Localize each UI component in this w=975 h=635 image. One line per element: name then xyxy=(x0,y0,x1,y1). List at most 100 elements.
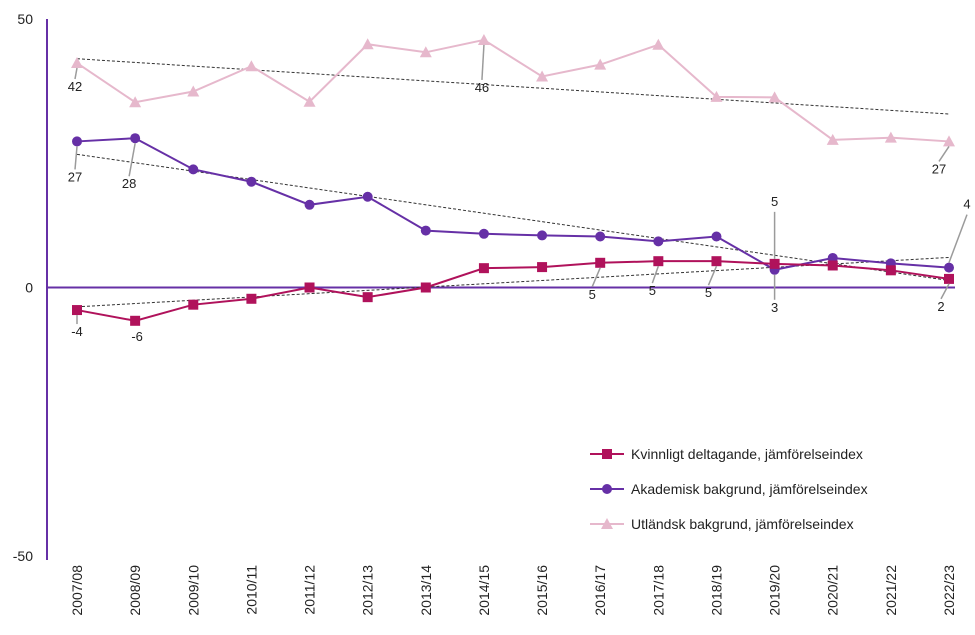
series-line xyxy=(76,38,950,143)
label-leader-line xyxy=(707,265,718,286)
data-point xyxy=(711,256,722,267)
data-point xyxy=(130,133,141,144)
data-label: 28 xyxy=(122,176,136,191)
series-line xyxy=(76,260,950,322)
data-point xyxy=(72,305,82,316)
data-point xyxy=(188,299,199,310)
y-tick-label: 0 xyxy=(25,280,33,296)
data-point xyxy=(478,263,489,274)
data-point xyxy=(944,273,954,284)
data-label: -4 xyxy=(71,324,83,339)
data-point xyxy=(304,282,315,293)
data-point xyxy=(536,70,549,82)
label-leader-line xyxy=(74,67,78,80)
legend-marker xyxy=(602,449,612,459)
data-point xyxy=(477,33,490,45)
label-leader-line xyxy=(128,143,136,177)
legend-label: Kvinnligt deltagande, jämförelseindex xyxy=(631,446,863,462)
data-point xyxy=(420,282,431,293)
x-tick-label: 2011/12 xyxy=(302,565,318,615)
data-label: 27 xyxy=(932,161,946,176)
data-label: 2 xyxy=(937,299,944,314)
data-label: 27 xyxy=(68,169,82,184)
data-point xyxy=(652,38,665,50)
x-tick-label: 2021/22 xyxy=(883,565,899,616)
x-tick-label: 2008/09 xyxy=(127,565,143,616)
x-tick-label: 2022/23 xyxy=(941,565,957,616)
x-tick-label: 2013/14 xyxy=(418,565,434,616)
series-lines xyxy=(71,33,955,326)
data-label: 42 xyxy=(68,79,82,94)
data-labels: 42 46 27 27 28 3 4 -4 -6 5 5 5 5 2 xyxy=(68,44,971,344)
label-leader-line xyxy=(940,283,950,300)
data-point xyxy=(129,96,142,108)
data-point xyxy=(246,293,257,304)
legend-marker xyxy=(602,484,612,494)
x-tick-label: 2009/10 xyxy=(185,565,201,616)
data-point xyxy=(653,236,664,247)
data-point xyxy=(537,262,548,273)
x-tick-label: 2016/17 xyxy=(592,565,608,616)
data-label: 5 xyxy=(705,285,712,300)
data-point xyxy=(827,260,838,271)
data-point xyxy=(537,230,548,241)
data-point xyxy=(188,164,199,175)
legend-marker xyxy=(601,518,613,529)
legend-label: Akademisk bakgrund, jämförelseindex xyxy=(631,481,868,497)
data-point xyxy=(711,231,722,242)
label-leader-line xyxy=(938,146,950,162)
data-label: 46 xyxy=(475,80,489,95)
data-point xyxy=(826,133,839,145)
data-point xyxy=(595,257,606,268)
data-point xyxy=(943,135,955,147)
data-point xyxy=(362,191,373,202)
data-point xyxy=(420,225,431,236)
data-point xyxy=(71,57,83,69)
x-tick-label: 2010/11 xyxy=(243,565,259,615)
data-label: 5 xyxy=(589,287,596,302)
x-tick-label: 2020/21 xyxy=(825,565,841,616)
data-point xyxy=(361,38,374,50)
x-tick-label: 2018/19 xyxy=(708,565,724,616)
x-tick-label: 2007/08 xyxy=(69,565,85,616)
label-leader-line xyxy=(591,267,601,288)
legend: Kvinnligt deltagande, jämförelseindex Aka… xyxy=(590,446,868,532)
axes: 50 0 -50 2007/08 2008/09 2009/10 2010/11 2011/1… xyxy=(13,11,957,616)
data-point xyxy=(362,292,373,303)
data-point xyxy=(594,58,607,70)
data-label: -6 xyxy=(131,329,143,344)
label-leader-line xyxy=(948,214,968,263)
data-point xyxy=(478,228,489,239)
data-label: 3 xyxy=(771,300,778,315)
label-leader-line xyxy=(74,146,78,170)
data-point xyxy=(769,258,780,269)
data-point xyxy=(246,176,257,187)
y-tick-label: -50 xyxy=(13,548,33,564)
data-point xyxy=(884,131,897,143)
x-tick-label: 2019/20 xyxy=(767,565,783,616)
data-point xyxy=(595,231,606,242)
trendline xyxy=(76,58,950,115)
data-label: 5 xyxy=(771,194,778,209)
data-point xyxy=(768,91,781,103)
data-point xyxy=(419,46,432,58)
data-point xyxy=(245,60,258,72)
data-point xyxy=(304,199,315,210)
label-leader-line xyxy=(651,265,660,284)
y-tick-label: 50 xyxy=(17,11,33,27)
label-leader-line xyxy=(481,44,485,80)
data-point xyxy=(303,95,316,107)
x-tick-label: 2017/18 xyxy=(650,565,666,616)
data-point xyxy=(130,315,141,326)
data-point xyxy=(72,136,82,147)
data-point xyxy=(187,85,200,97)
x-tick-label: 2012/13 xyxy=(360,565,376,616)
data-point xyxy=(827,252,838,263)
data-point xyxy=(653,256,664,267)
data-point xyxy=(885,265,896,276)
data-point xyxy=(944,262,954,273)
series-line xyxy=(76,137,950,271)
trendlines xyxy=(76,58,950,308)
data-label: 5 xyxy=(649,283,656,298)
